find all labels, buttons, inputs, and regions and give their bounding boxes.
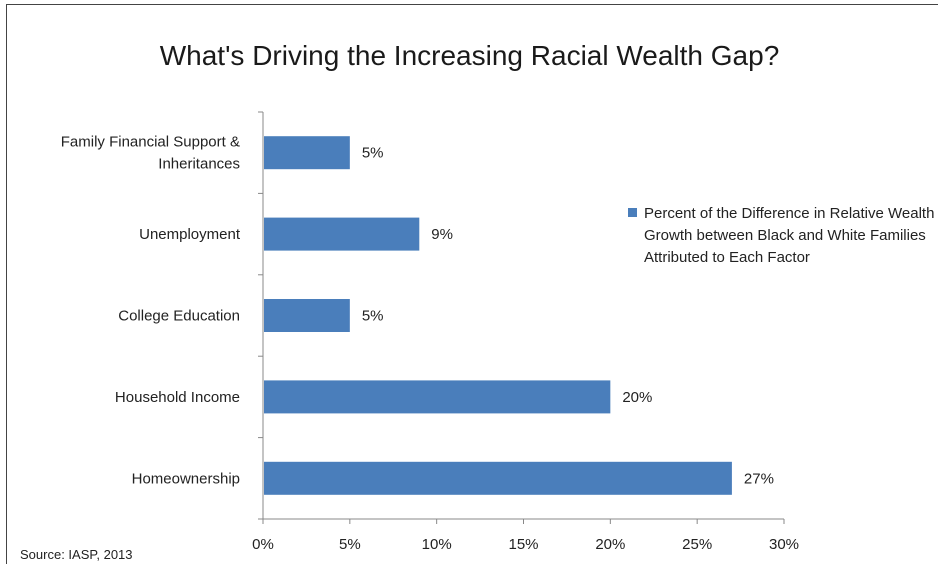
- x-tick-label: 25%: [682, 536, 712, 553]
- x-tick-label: 0%: [252, 536, 274, 553]
- x-tick-label: 5%: [339, 536, 361, 553]
- category-label: Family Financial Support & Inheritances: [61, 134, 240, 173]
- bar: [264, 461, 732, 495]
- x-tick-label: 30%: [769, 536, 799, 553]
- bar: [264, 380, 611, 414]
- data-label: 5%: [362, 145, 384, 162]
- data-label: 5%: [362, 308, 384, 325]
- data-label: 20%: [622, 389, 652, 406]
- bar: [264, 217, 420, 251]
- category-label: College Education: [118, 308, 240, 325]
- data-label: 9%: [431, 226, 453, 243]
- data-label: 27%: [744, 470, 774, 487]
- category-label: Household Income: [115, 389, 240, 406]
- legend-label: Percent of the Difference in Relative We…: [644, 205, 935, 266]
- bar: [264, 136, 350, 170]
- x-tick-label: 15%: [508, 536, 538, 553]
- x-tick-label: 10%: [422, 536, 452, 553]
- source-note: Source: IASP, 2013: [20, 547, 133, 562]
- category-label: Homeownership: [132, 470, 240, 487]
- chart-title: What's Driving the Increasing Racial Wea…: [159, 40, 780, 71]
- chart-frame: [6, 4, 938, 564]
- x-tick-label: 20%: [595, 536, 625, 553]
- category-label: Unemployment: [139, 226, 241, 243]
- legend-swatch: [628, 208, 637, 217]
- bar: [264, 299, 350, 332]
